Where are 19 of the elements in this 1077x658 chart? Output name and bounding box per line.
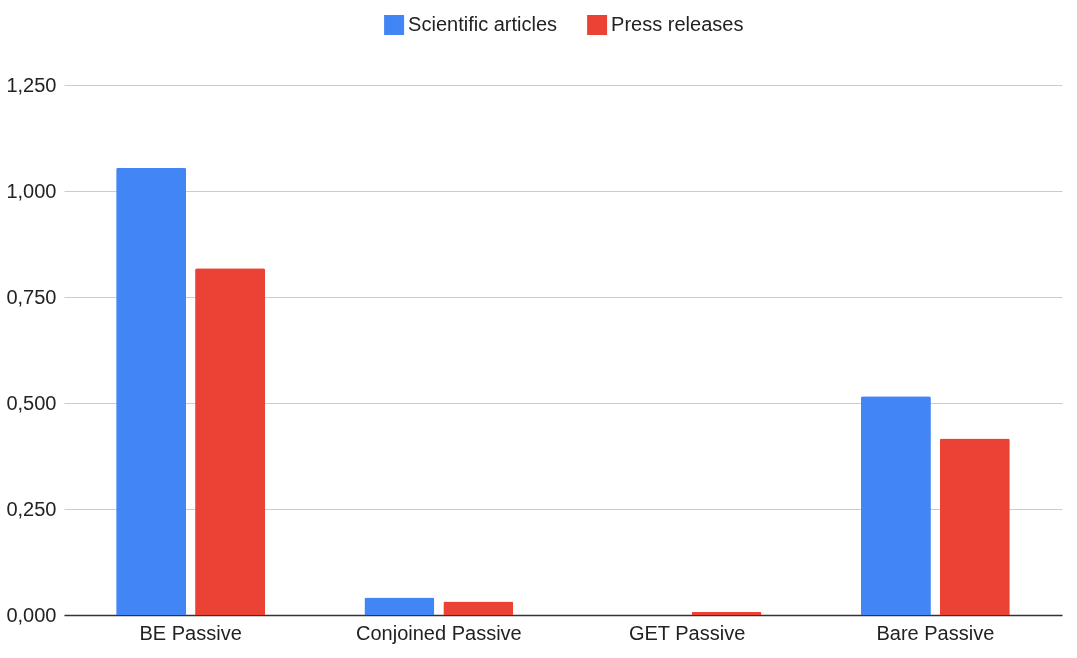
bar	[860, 396, 931, 615]
legend-label: Press releases	[611, 13, 744, 35]
bar	[691, 612, 762, 615]
y-tick-label: 0,250	[6, 497, 57, 520]
x-tick-label: GET Passive	[628, 621, 746, 644]
bar	[443, 601, 514, 615]
bar	[116, 167, 187, 615]
y-tick-label: 0,750	[6, 285, 57, 308]
x-tick-label: Bare Passive	[876, 621, 995, 644]
bar	[364, 597, 435, 615]
bar	[939, 438, 1010, 615]
y-tick-label: 1,250	[6, 73, 57, 96]
x-tick-label: BE Passive	[139, 621, 242, 644]
y-tick-label: 0,000	[6, 603, 57, 626]
x-tick-label: Conjoined Passive	[356, 621, 522, 644]
y-tick-label: 0,500	[6, 391, 57, 414]
legend-label: Scientific articles	[408, 13, 558, 35]
bar	[195, 268, 266, 615]
y-tick-label: 1,000	[6, 179, 57, 202]
